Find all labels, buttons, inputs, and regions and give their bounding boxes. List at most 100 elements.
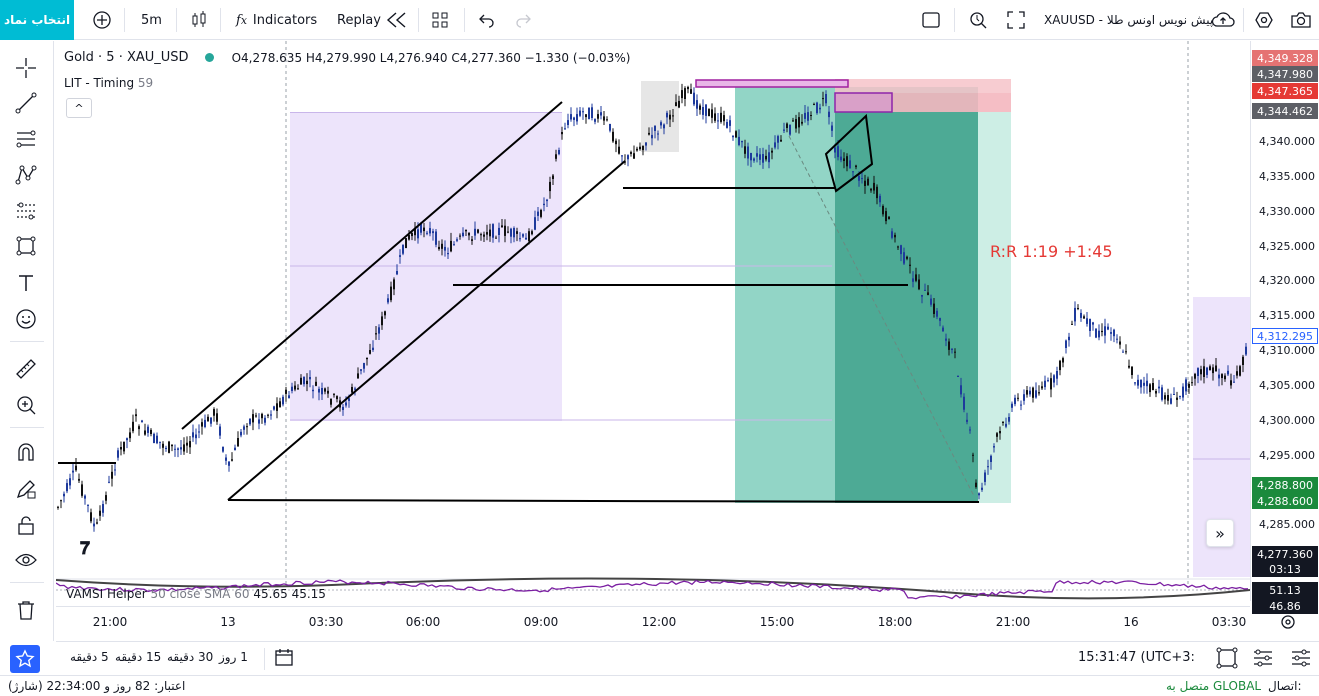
price-chart[interactable] [56,41,1250,641]
candle-body [411,233,413,237]
snapshot-button[interactable] [1290,0,1312,40]
range-5m-button[interactable]: 5 دقیقه [70,650,109,664]
delete-drawings-tool[interactable] [12,596,40,624]
candle-body [792,120,794,122]
settings-button[interactable] [1254,0,1274,40]
candle-body [1032,387,1034,398]
crosshair-tool[interactable] [12,54,40,82]
candle-body [522,234,524,237]
connection-label: اتصال: [1268,679,1302,693]
fullscreen-rect-button[interactable] [921,0,941,40]
quick-search-button[interactable] [968,0,988,40]
trendline-icon [15,92,37,114]
time-axis[interactable]: 21:00 13 03:30 06:00 09:00 12:00 15:00 18:00 21:… [56,606,1250,636]
candle-body [642,146,644,151]
candle-body [393,279,395,290]
prediction-tool[interactable] [12,197,40,225]
text-tool[interactable] [12,269,40,297]
indicator-legend[interactable]: LIT - Timing 59 [64,76,153,90]
candle-body [345,402,347,406]
indicators-button[interactable]: fx Indicators [236,0,317,40]
candle-body [459,235,461,237]
candle-body [963,396,965,410]
candle-body [750,153,752,161]
price-tick-label: 4,305.000 [1259,379,1315,392]
candle-body [432,231,434,234]
pattern-tool[interactable] [12,161,40,189]
candle-body [528,231,530,242]
collapse-legend-button[interactable]: ^ [66,98,92,118]
chart-type-button[interactable] [189,0,209,40]
add-symbol-button[interactable] [92,0,112,40]
candle-body [561,132,563,135]
candle-body [264,417,266,423]
data-window-button[interactable] [1252,647,1274,672]
price-tick-label: 4,325.000 [1259,240,1315,253]
trendline-tool[interactable] [12,89,40,117]
fullscreen-button[interactable] [1006,0,1026,40]
axis-settings-button[interactable] [1278,612,1298,632]
candle-body [468,232,470,236]
price-axis[interactable]: 4,340.000 4,335.000 4,330.000 4,325.000 4,32… [1250,41,1319,614]
sub-indicator-legend[interactable]: VAMSI Helper 50 close SMA 60 45.65 45.15 [66,587,326,601]
cloud-save-button[interactable] [1210,0,1236,40]
draw-mode-tool[interactable] [12,475,40,503]
magnet-tool[interactable] [12,439,40,467]
candle-body [1128,365,1130,368]
candle-body [666,112,668,118]
undo-button[interactable] [478,0,496,40]
candle-body [99,510,101,516]
candle-body [1050,378,1052,390]
price-marker-label: 4,347.980 [1252,66,1318,82]
range-15m-button[interactable]: 15 دقیقه [115,650,162,664]
date-range-button[interactable] [274,647,294,670]
candle-body [714,113,716,121]
candle-body [426,232,428,234]
candle-body [1047,380,1049,382]
range-1d-button[interactable]: 1 روز [219,650,248,664]
favorites-button[interactable] [10,645,40,673]
candle-body [678,100,680,108]
price-tick-label: 4,315.000 [1259,309,1315,322]
crosshair-icon [16,58,36,78]
candle-body [897,246,899,248]
range-30m-button[interactable]: 30 دقیقه [167,650,214,664]
sub-indicator-params: 50 close SMA 60 [150,587,250,601]
redo-button[interactable] [514,0,532,40]
candle-body [582,111,584,113]
candle-body [942,327,944,332]
indicators-label: Indicators [252,12,318,28]
candle-body [549,181,551,192]
shape-tool[interactable] [12,232,40,260]
layout-button[interactable] [431,0,449,40]
object-tree-button[interactable] [1216,647,1238,672]
measure-tool[interactable] [12,355,40,383]
tradingview-logo[interactable]: 𝟕 [68,534,102,562]
candle-body [1188,384,1190,388]
candle-body [1215,365,1217,372]
sub-indicator-v1: 45.65 [253,587,288,601]
visibility-tool[interactable] [12,546,40,574]
candle-body [237,438,239,447]
lock-tool[interactable] [12,511,40,539]
candle-body [465,230,467,232]
settings-lines-button[interactable] [1290,647,1312,672]
candle-body [798,117,800,128]
replay-button[interactable]: Replay [337,0,409,40]
icon-tool[interactable] [12,305,40,333]
interval-button[interactable]: 5m [141,12,162,28]
smiley-icon [16,309,36,329]
scroll-to-realtime-button[interactable]: » [1206,519,1234,547]
candle-body [162,443,164,448]
symbol-select-button[interactable]: انتخاب نماد [0,0,74,40]
time-tick-label: 03:30 [1211,615,1247,629]
zoom-tool[interactable] [12,391,40,419]
candle-body [354,388,356,390]
candle-body [261,413,263,419]
fib-tool[interactable] [12,125,40,153]
candle-body [78,478,80,481]
clock-timezone[interactable]: 15:31:47 (UTC+3: [1078,650,1195,665]
symbol-name[interactable]: Gold · 5 · XAU_USD [64,50,189,65]
candle-body [525,237,527,240]
candle-body [84,495,86,499]
